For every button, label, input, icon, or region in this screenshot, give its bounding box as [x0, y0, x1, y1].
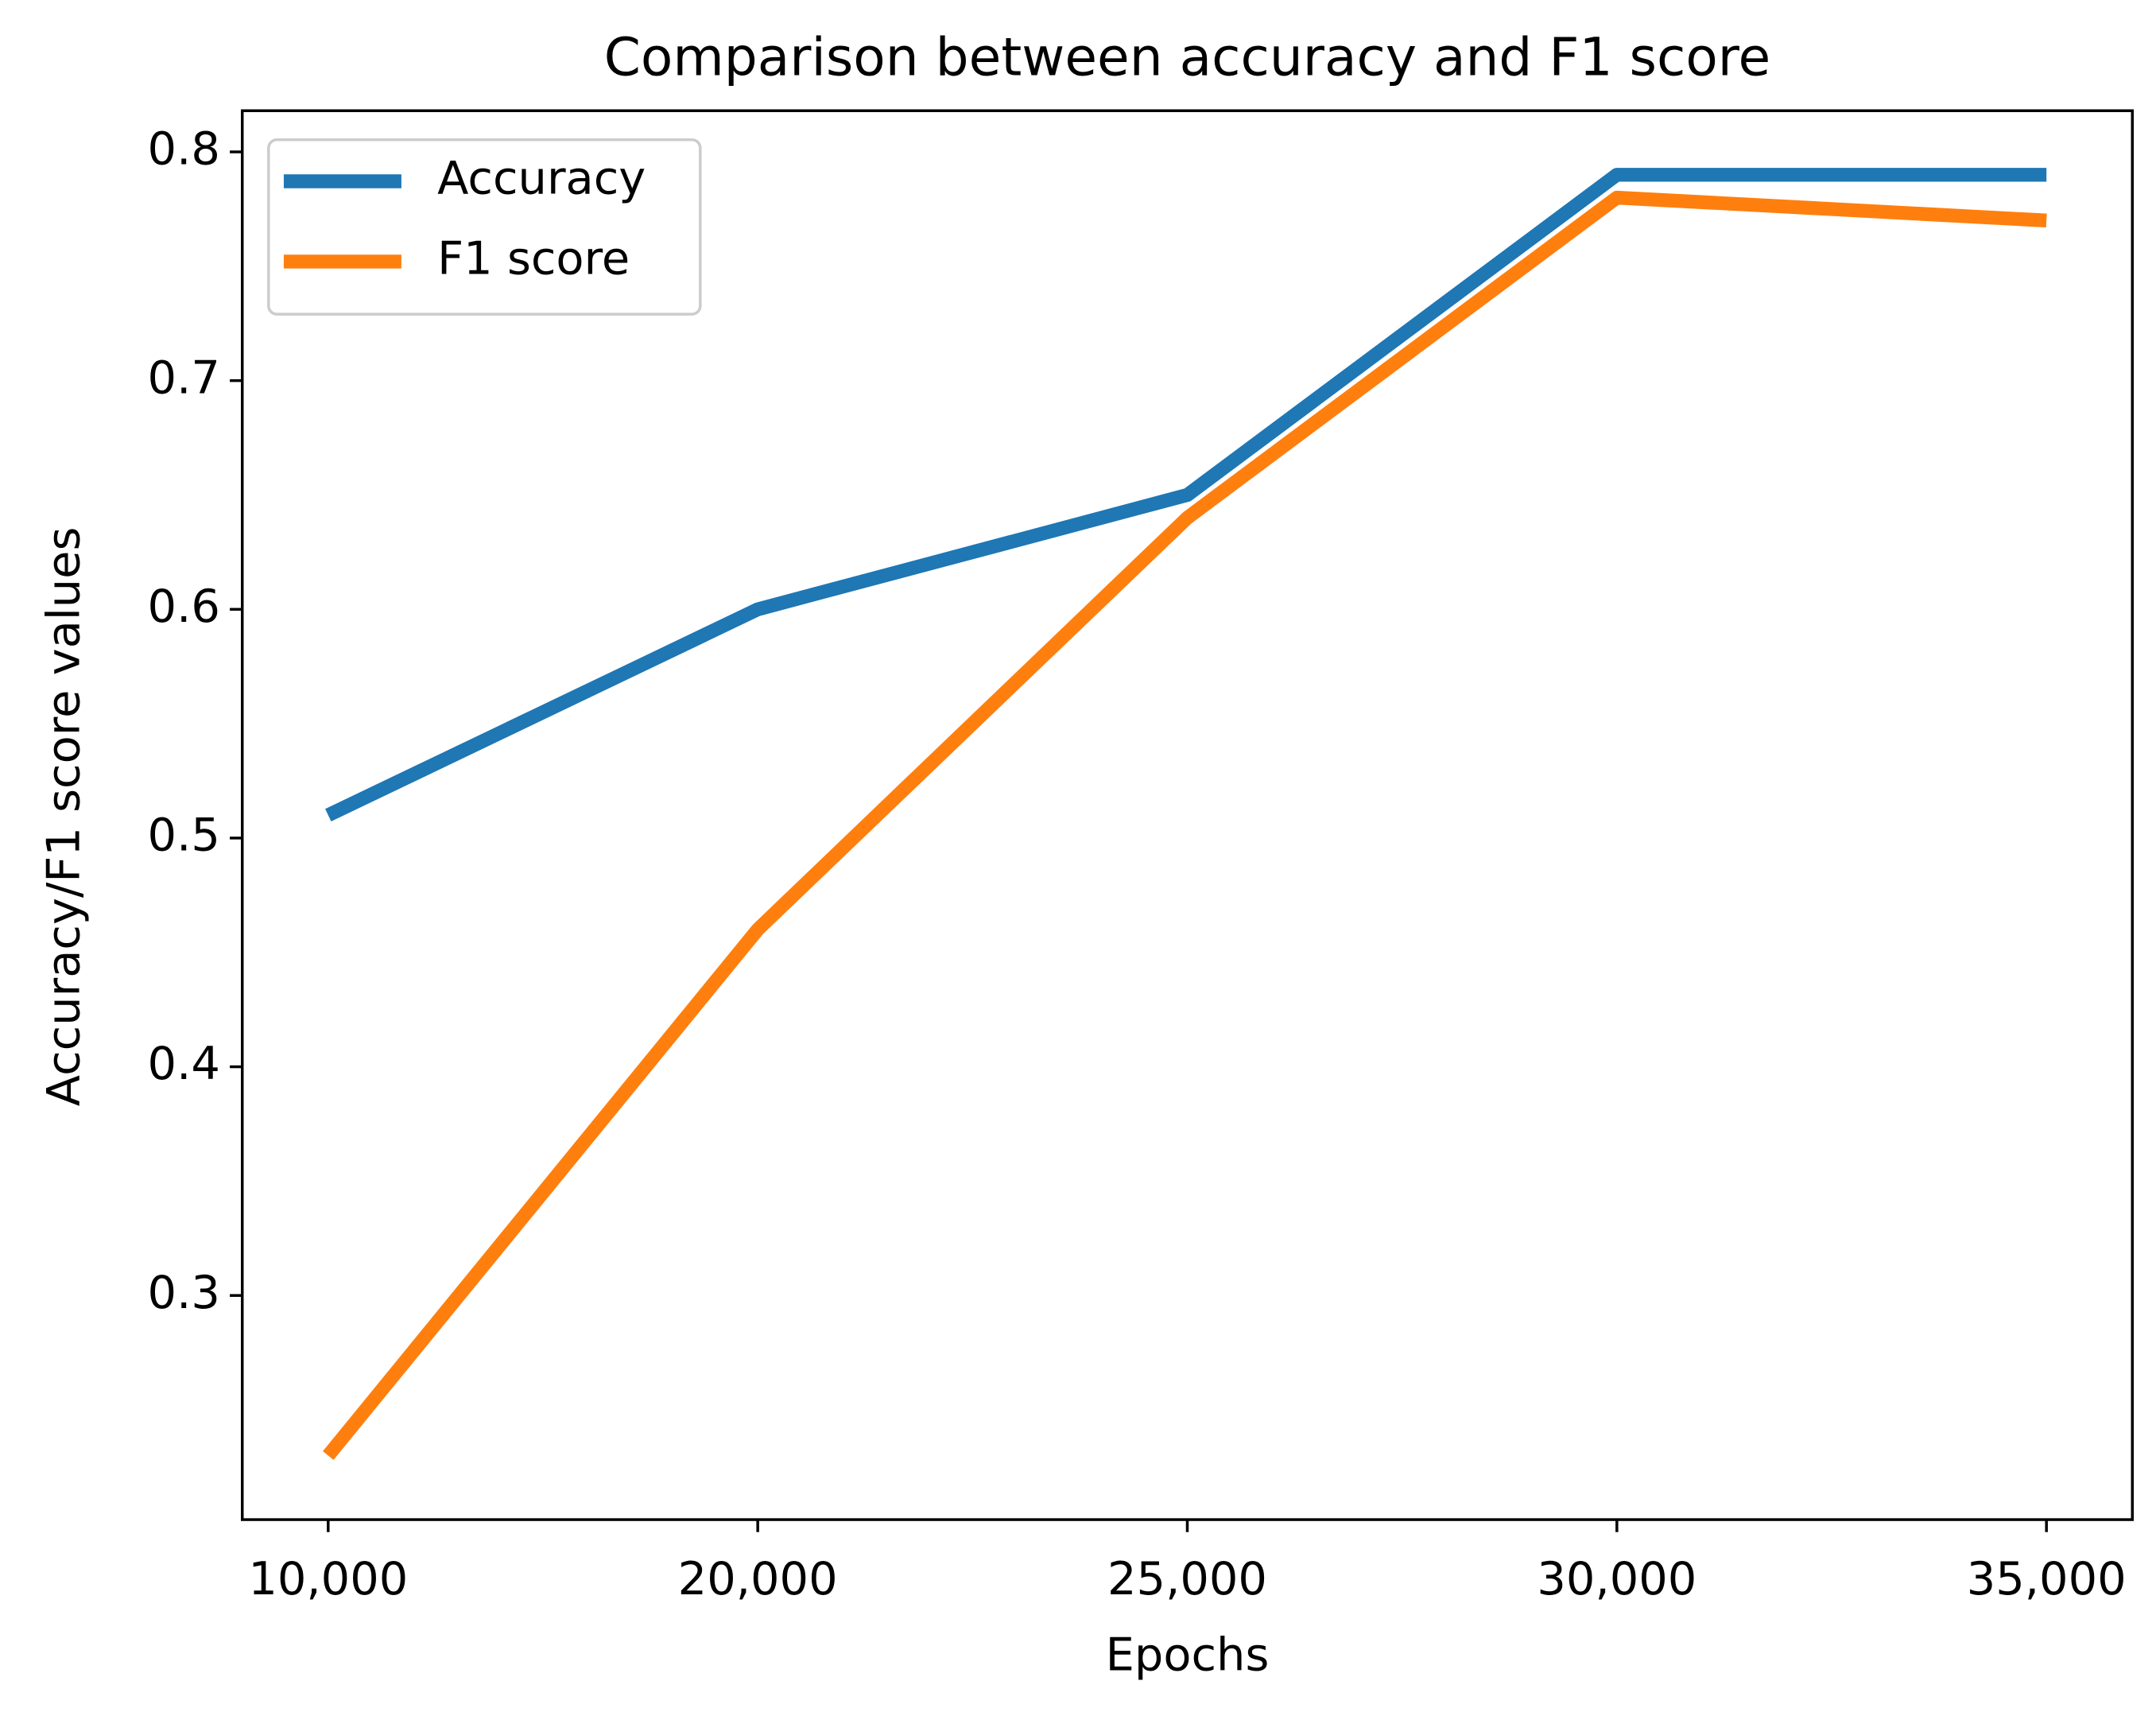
y-tick-label: 0.5	[148, 809, 220, 862]
x-tick-label: 30,000	[1537, 1552, 1696, 1605]
x-tick-label: 20,000	[678, 1552, 838, 1605]
y-tick-label: 0.7	[148, 351, 220, 404]
legend-label: F1 score	[437, 232, 630, 285]
x-tick-label: 10,000	[248, 1552, 408, 1605]
series-line	[323, 190, 2047, 1461]
legend-label: Accuracy	[437, 152, 646, 205]
y-tick-label: 0.8	[148, 122, 220, 176]
y-axis-label: Accuracy/F1 score values	[37, 527, 90, 1107]
series-line	[325, 168, 2047, 822]
plot-frame	[240, 109, 2135, 1521]
x-axis-label: Epochs	[1106, 1629, 1270, 1682]
y-tick-label: 0.4	[148, 1037, 220, 1090]
x-tick-label: 35,000	[1967, 1552, 2127, 1605]
y-tick-label: 0.6	[148, 580, 220, 633]
legend: Accuracy F1 score	[267, 138, 702, 316]
y-tick-label: 0.3	[148, 1266, 220, 1319]
x-tick-label: 25,000	[1107, 1552, 1267, 1605]
chart-title: Comparison between accuracy and F1 score	[604, 27, 1770, 88]
